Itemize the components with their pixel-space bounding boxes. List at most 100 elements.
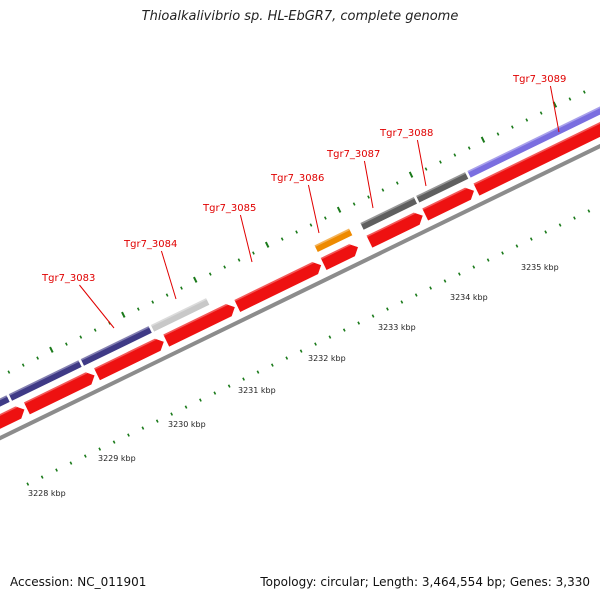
tick-mark: [515, 244, 519, 248]
gene-band-shine: [415, 171, 467, 198]
label-leader-line: [239, 214, 253, 263]
tick-mark: [170, 412, 174, 416]
kbp-label: 3232 kbp: [308, 354, 346, 363]
gene-label: Tgr7_3083: [41, 273, 95, 284]
tick-mark: [49, 346, 54, 353]
label-leader-line: [160, 250, 177, 300]
gene-band: [466, 105, 600, 179]
tick-mark: [280, 237, 284, 241]
cds-arrow: [162, 303, 236, 348]
tick-layer: [7, 90, 591, 486]
gene-band-shine: [466, 106, 600, 173]
tick-mark: [573, 216, 576, 220]
tick-mark: [472, 265, 476, 269]
feature-layer: [0, 105, 600, 430]
tick-mark: [121, 311, 126, 318]
gene-label: Tgr7_3087: [326, 149, 380, 160]
gene-label: Tgr7_3084: [123, 239, 177, 250]
tick-mark: [208, 272, 212, 276]
tick-mark: [453, 153, 457, 157]
tick-mark: [213, 391, 217, 395]
tick-mark: [486, 258, 490, 262]
tick-mark: [496, 132, 500, 136]
kbp-label: 3233 kbp: [378, 323, 416, 332]
gene-label: Tgr7_3085: [202, 203, 256, 214]
tick-mark: [587, 209, 591, 213]
tick-mark: [323, 216, 327, 220]
tick-mark: [367, 195, 370, 199]
tick-mark: [93, 328, 97, 332]
map-title: Thioalkalivibrio sp. HL-EbGR7, complete …: [141, 9, 459, 24]
tick-mark: [151, 300, 155, 304]
tick-mark: [223, 265, 227, 269]
tick-mark: [127, 433, 130, 437]
tick-mark: [112, 440, 116, 444]
tick-mark: [79, 335, 83, 339]
gene-band: [0, 394, 11, 408]
tick-mark: [381, 188, 385, 192]
tick-mark: [98, 447, 102, 451]
tick-mark: [65, 342, 68, 346]
tick-mark: [529, 237, 533, 241]
gene-band-shine: [150, 297, 208, 327]
tick-mark: [256, 370, 260, 374]
tick-mark: [295, 230, 298, 234]
gene-band: [359, 196, 418, 231]
tick-mark: [21, 363, 25, 367]
cds-arrow-shine: [320, 243, 351, 260]
tick-mark: [328, 335, 332, 339]
kbp-label: 3235 kbp: [521, 263, 559, 272]
tick-mark: [414, 293, 418, 297]
tick-mark: [264, 241, 270, 248]
tick-mark: [165, 293, 169, 297]
topology-text: Topology: circular; Length: 3,464,554 bp…: [260, 575, 590, 589]
tick-mark: [237, 258, 241, 262]
tick-mark: [314, 342, 317, 346]
kbp-label: 3228 kbp: [28, 489, 66, 498]
tick-mark: [429, 286, 432, 290]
tick-mark: [408, 171, 414, 178]
tick-mark: [424, 167, 428, 171]
tick-mark: [141, 426, 145, 430]
gene-band: [79, 325, 153, 367]
tick-mark: [270, 363, 274, 367]
label-leader-line: [307, 184, 320, 234]
tick-mark: [299, 349, 303, 353]
gene-band: [8, 359, 83, 402]
label-leader-line: [79, 284, 115, 329]
tick-mark: [7, 370, 11, 374]
backbone-layer: [0, 143, 600, 441]
gene-band-shine: [359, 196, 415, 225]
gene-label: Tgr7_3089: [512, 74, 566, 85]
cds-arrow-shine: [23, 372, 88, 405]
tick-mark: [511, 125, 514, 129]
cds-arrow: [233, 261, 322, 313]
tick-mark: [309, 223, 313, 227]
tick-mark: [180, 286, 183, 290]
cds-arrow-shine: [93, 338, 157, 370]
tick-mark: [136, 307, 140, 311]
kbp-label: 3230 kbp: [168, 420, 206, 429]
kbp-label: 3234 kbp: [450, 293, 488, 302]
tick-mark: [568, 97, 572, 101]
tick-mark: [252, 251, 255, 255]
gene-band-shine: [8, 359, 80, 396]
gene-band-shine: [314, 228, 351, 248]
cds-arrow: [93, 337, 165, 382]
tick-mark: [395, 181, 399, 185]
tick-mark: [285, 356, 289, 360]
tick-mark: [386, 307, 389, 311]
tick-mark: [501, 251, 504, 255]
label-leader-line: [363, 160, 374, 209]
tick-mark: [400, 300, 404, 304]
tick-mark: [36, 356, 40, 360]
tick-mark: [357, 321, 361, 325]
label-leader-line: [416, 139, 427, 187]
cds-arrow-shine: [366, 212, 416, 238]
accession-text: Accession: NC_011901: [10, 575, 147, 589]
tick-mark: [193, 276, 198, 283]
backbone-line: [0, 143, 600, 441]
cds-arrow-shine: [162, 303, 228, 337]
tick-mark: [558, 223, 562, 227]
